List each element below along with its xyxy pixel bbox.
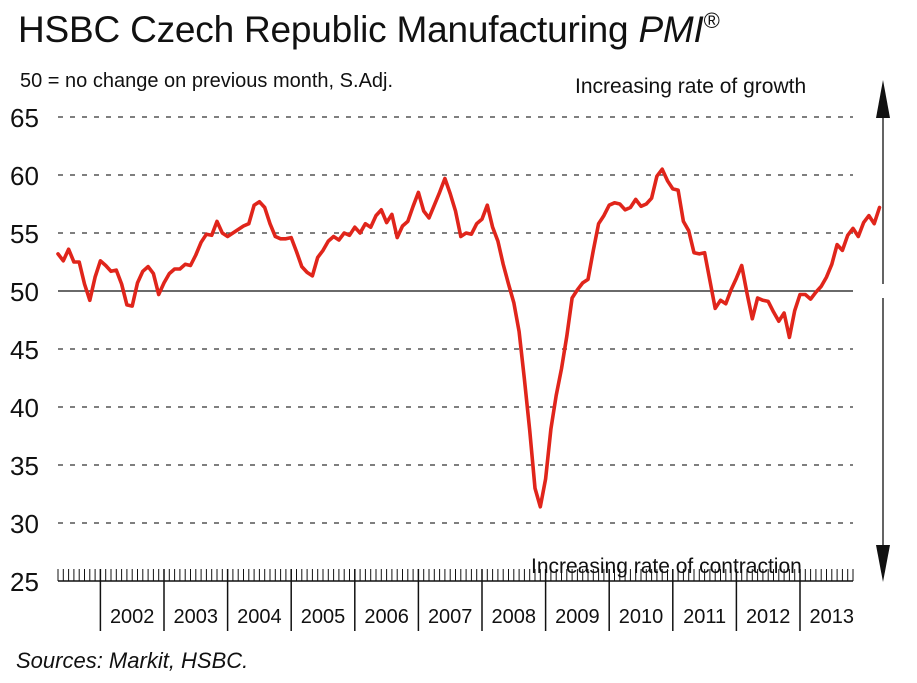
x-tick-label-2004: 2004 xyxy=(237,606,282,628)
registered-mark: ® xyxy=(703,8,720,33)
title-main: HSBC Czech Republic Manufacturing xyxy=(18,9,629,50)
pmi-series-line xyxy=(56,167,882,509)
growth-arrow-icon xyxy=(876,80,890,118)
chart-title: HSBC Czech Republic Manufacturing PMI® xyxy=(18,8,720,51)
y-tick-label-40: 40 xyxy=(10,393,39,423)
x-tick-label-2013: 2013 xyxy=(810,606,855,628)
contraction-arrow-icon xyxy=(876,545,890,582)
y-tick-label-60: 60 xyxy=(10,161,39,191)
y-tick-label-65: 65 xyxy=(10,103,39,133)
y-tick-label-50: 50 xyxy=(10,277,39,307)
chart-subtitle: 50 = no change on previous month, S.Adj. xyxy=(20,70,394,92)
y-tick-label-30: 30 xyxy=(10,509,39,539)
growth-annotation: Increasing rate of growth xyxy=(575,75,807,98)
x-tick-label-2010: 2010 xyxy=(619,606,664,628)
x-tick-label-2003: 2003 xyxy=(174,606,219,628)
y-tick-label-35: 35 xyxy=(10,451,39,481)
x-tick-label-2011: 2011 xyxy=(683,606,726,628)
x-tick-label-2012: 2012 xyxy=(746,606,791,628)
y-tick-label-25: 25 xyxy=(10,567,39,597)
x-tick-label-2005: 2005 xyxy=(301,606,346,628)
title-pmi: PMI xyxy=(638,9,704,50)
x-tick-label-2008: 2008 xyxy=(492,606,537,628)
x-tick-label-2009: 2009 xyxy=(555,606,600,628)
x-tick-label-2002: 2002 xyxy=(110,606,155,628)
x-tick-label-2007: 2007 xyxy=(428,606,473,628)
x-tick-label-2006: 2006 xyxy=(364,606,409,628)
source-note: Sources: Markit, HSBC. xyxy=(16,648,249,673)
y-tick-label-55: 55 xyxy=(10,219,39,249)
y-tick-label-45: 45 xyxy=(10,335,39,365)
